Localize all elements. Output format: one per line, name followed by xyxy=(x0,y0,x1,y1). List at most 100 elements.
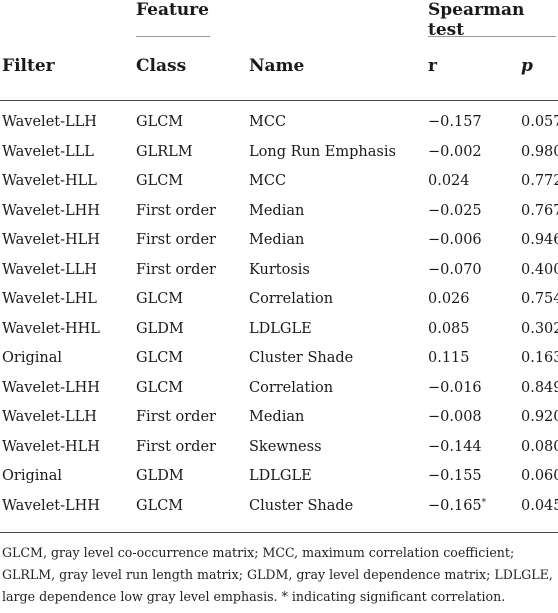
table-row: Wavelet-LHH First order Median −0.025 0.767 xyxy=(0,199,558,229)
cell-filter-text: Wavelet-LLH xyxy=(2,409,97,425)
cell-name-text: MCC xyxy=(249,114,287,130)
cell-p-text: 0.767 xyxy=(521,202,558,219)
cell-p-text: 0.754 xyxy=(521,291,558,307)
cell-class-text: First order xyxy=(136,232,216,248)
cell-filter-text: Wavelet-LLH xyxy=(2,261,97,278)
column-header-filter: Filter xyxy=(2,56,55,76)
cell-filter: Wavelet-LLL xyxy=(2,144,94,160)
cell-name: Correlation xyxy=(249,291,333,307)
cell-name-text: Skewness xyxy=(249,438,322,455)
cell-filter-text: Wavelet-LLL xyxy=(2,143,94,160)
table-row: Wavelet-HLH First order Skewness −0.144 0.08… xyxy=(0,435,558,465)
table-row: Wavelet-HLH First order Median −0.006 0.946 xyxy=(0,228,558,258)
cell-class: First order xyxy=(136,203,216,219)
cell-class-text: GLCM xyxy=(136,497,184,514)
cell-class: GLCM xyxy=(136,380,183,396)
cell-name: Cluster Shade xyxy=(249,498,353,514)
cell-p: 0.946 xyxy=(521,232,558,248)
cell-class-text: First order xyxy=(136,438,216,455)
cell-p-text: 0.080 xyxy=(521,438,558,455)
cell-filter-text: Wavelet-HHL xyxy=(2,320,100,337)
cell-class-text: First order xyxy=(136,202,216,219)
cell-name-text: Correlation xyxy=(249,379,334,396)
significance-mark: * xyxy=(481,497,487,508)
cell-r: −0.165* xyxy=(428,498,486,514)
cell-r: −0.025 xyxy=(428,203,482,219)
cell-filter-text: Wavelet-HLH xyxy=(2,232,100,248)
table-row: Wavelet-HLL GLCM MCC 0.024 0.772 xyxy=(0,169,558,199)
cell-p: 0.163 xyxy=(521,350,558,366)
cell-r-text: −0.155 xyxy=(428,468,482,484)
cell-class-text: GLCM xyxy=(136,350,184,366)
cell-class: GLCM xyxy=(136,498,183,514)
cell-name-text: Median xyxy=(249,409,305,425)
cell-class-text: GLCM xyxy=(136,379,184,396)
cell-p-text: 0.163 xyxy=(521,350,558,366)
cell-class: GLDM xyxy=(136,468,184,484)
cell-r-text: −0.008 xyxy=(428,409,482,425)
cell-name-text: Long Run Emphasis xyxy=(249,143,396,160)
cell-name-text: Cluster Shade xyxy=(249,350,354,366)
bottom-rule xyxy=(0,532,558,533)
cell-p: 0.045 xyxy=(521,498,558,514)
cell-class: GLCM xyxy=(136,291,183,307)
cell-p: 0.767 xyxy=(521,203,558,219)
cell-r: 0.085 xyxy=(428,321,470,337)
cell-r: 0.026 xyxy=(428,291,470,307)
table-row: Wavelet-LLL GLRLM Long Run Emphasis −0.002 0… xyxy=(0,140,558,170)
cell-filter-text: Original xyxy=(2,468,62,484)
cell-class-text: GLRLM xyxy=(136,143,193,160)
cell-name-text: Correlation xyxy=(249,291,334,307)
cell-p-text: 0.946 xyxy=(521,232,558,248)
cell-filter-text: Wavelet-LHL xyxy=(2,291,97,307)
column-header-class: Class xyxy=(136,56,187,76)
cell-name: LDLGLE xyxy=(249,321,312,337)
cell-r: 0.115 xyxy=(428,350,470,366)
cell-name: MCC xyxy=(249,114,286,130)
group-header-spearman: Spearman test xyxy=(428,0,525,40)
spearman-group-underline xyxy=(428,36,556,37)
cell-name: Median xyxy=(249,232,304,248)
table-row: Original GLDM LDLGLE −0.155 0.060 xyxy=(0,464,558,494)
cell-name: Kurtosis xyxy=(249,262,310,278)
cell-r: −0.144 xyxy=(428,439,482,455)
cell-p-text: 0.920 xyxy=(521,409,558,425)
cell-p: 0.080 xyxy=(521,439,558,455)
cell-name-text: MCC xyxy=(249,173,287,189)
cell-filter: Wavelet-HLH xyxy=(2,439,100,455)
cell-r: −0.070 xyxy=(428,262,482,278)
cell-filter: Wavelet-HHL xyxy=(2,321,100,337)
cell-class-text: GLCM xyxy=(136,173,184,189)
cell-name-text: Cluster Shade xyxy=(249,497,354,514)
cell-p: 0.754 xyxy=(521,291,558,307)
cell-r: 0.024 xyxy=(428,173,470,189)
cell-filter: Wavelet-LHH xyxy=(2,380,100,396)
cell-filter-text: Wavelet-HLL xyxy=(2,173,97,189)
table-row: Wavelet-LLH First order Kurtosis −0.070 0.40… xyxy=(0,258,558,288)
cell-p: 0.302 xyxy=(521,321,558,337)
column-header-p: p xyxy=(521,56,533,76)
cell-p-text: 0.060 xyxy=(521,468,558,484)
cell-r-text: 0.026 xyxy=(428,291,470,307)
table-body: Wavelet-LLH GLCM MCC −0.157 0.057 Wavelet-LLL… xyxy=(0,110,558,523)
cell-p: 0.980 xyxy=(521,144,558,160)
table-footnote: GLCM, gray level co-occurrence matrix; M… xyxy=(2,545,553,604)
cell-filter-text: Wavelet-LHH xyxy=(2,202,100,219)
cell-filter: Wavelet-LLH xyxy=(2,409,97,425)
cell-r-text: −0.144 xyxy=(428,438,482,455)
cell-name: Median xyxy=(249,203,304,219)
cell-r: −0.002 xyxy=(428,144,482,160)
cell-name: Skewness xyxy=(249,439,322,455)
cell-filter: Wavelet-LHH xyxy=(2,203,100,219)
cell-class-text: First order xyxy=(136,409,216,425)
table-row: Wavelet-LHL GLCM Correlation 0.026 0.754 xyxy=(0,287,558,317)
cell-class-text: First order xyxy=(136,261,216,278)
cell-filter-text: Original xyxy=(2,350,62,366)
cell-name-text: LDLGLE xyxy=(249,320,312,337)
cell-p: 0.849 xyxy=(521,380,558,396)
cell-r-text: 0.115 xyxy=(428,350,470,366)
cell-p-text: 0.057 xyxy=(521,114,558,130)
cell-class: GLCM xyxy=(136,350,183,366)
cell-p-text: 0.302 xyxy=(521,320,558,337)
group-header-row: Feature Spearman test xyxy=(0,0,558,40)
